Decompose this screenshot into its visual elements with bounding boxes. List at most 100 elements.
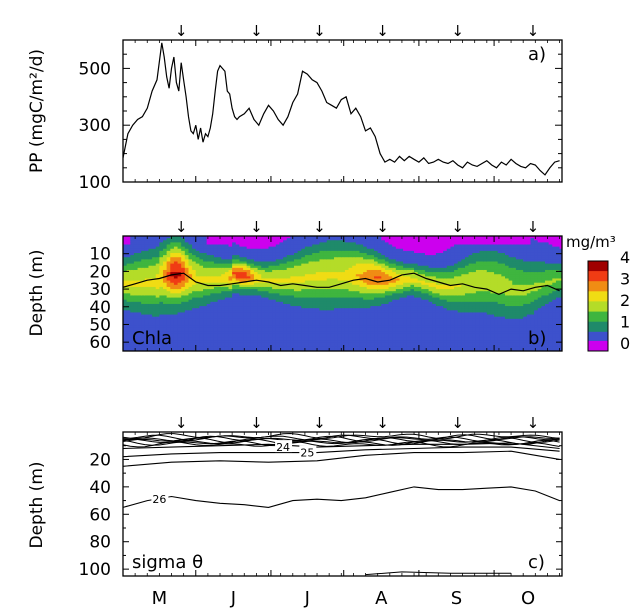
heatmap-cell [192,244,197,248]
heatmap-cell [192,306,197,309]
heatmap-cell [337,236,342,239]
heatmap-cell [388,267,393,271]
heatmap-cell [435,318,441,322]
heatmap-cell [232,236,237,239]
heatmap-cell [326,340,331,343]
heatmap-cell [166,248,171,252]
heatmap-cell [352,269,357,273]
heatmap-cell [235,310,241,314]
heatmap-cell [177,301,182,305]
heatmap-cell [184,250,190,254]
heatmap-cell [210,272,215,275]
heatmap-cell [374,278,379,282]
heatmap-cell [337,297,342,301]
heatmap-cell [283,308,288,311]
heatmap-cell [290,303,295,307]
heatmap-cell [188,278,193,282]
heatmap-cell [148,250,153,254]
heatmap-cell [421,250,426,254]
heatmap-cell [432,337,437,341]
heatmap-cell [417,325,422,328]
heatmap-cell [192,295,197,299]
heatmap-cell [239,263,244,267]
heatmap-cell [381,244,386,248]
heatmap-cell [432,259,437,263]
heatmap-cell [293,323,299,326]
heatmap-cell [359,278,364,282]
heatmap-cell [173,286,179,290]
heatmap-cell [206,286,211,290]
heatmap-cell [213,301,219,305]
heatmap-cell [348,325,353,328]
heatmap-cell [213,269,219,273]
heatmap-cell [286,308,291,311]
heatmap-cell [159,286,164,290]
heatmap-cell [432,314,437,318]
heatmap-cell [279,272,284,275]
heatmap-cell [192,299,197,303]
heatmap-cell [399,242,404,246]
heatmap-cell [221,306,226,309]
heatmap-cell [170,293,175,297]
heatmap-cell [232,310,237,314]
heatmap-cell [279,337,284,341]
heatmap-cell [374,250,379,254]
heatmap-cell [323,236,328,239]
heatmap-cell [359,289,364,292]
heatmap-cell [232,301,237,305]
heatmap-cell [199,310,204,314]
heatmap-cell [159,344,164,347]
heatmap-cell [414,297,419,301]
heatmap-cell [312,259,317,263]
heatmap-cell [421,310,426,314]
heatmap-cell [286,236,291,239]
heatmap-cell [355,318,361,322]
heatmap-cell [290,284,295,288]
heatmap-cell [152,248,157,252]
heatmap-cell [428,337,433,341]
heatmap-cell [181,291,186,294]
heatmap-cell [432,286,437,290]
heatmap-cell [130,236,135,239]
heatmap-cell [326,295,331,299]
heatmap-cell [399,269,404,273]
heatmap-cell [177,259,182,263]
heatmap-cell [246,310,251,314]
heatmap-cell [359,344,364,347]
heatmap-cell [279,250,284,254]
heatmap-cell [366,246,371,250]
heatmap-cell [166,323,171,326]
heatmap-cell [395,263,401,267]
heatmap-cell [417,303,422,307]
heatmap-cell [424,340,430,343]
heatmap-cell [275,310,281,314]
heatmap-cell [163,276,168,280]
heatmap-cell [414,344,419,347]
heatmap-cell [384,320,390,324]
heatmap-cell [232,263,237,267]
heatmap-cell [326,293,331,297]
heatmap-cell [141,320,146,324]
heatmap-cell [279,252,284,256]
heatmap-cell [155,310,160,314]
heatmap-cell [286,303,291,307]
heatmap-cell [279,246,284,250]
heatmap-cell [170,257,175,260]
heatmap-cell [377,312,382,316]
heatmap-cell [286,280,291,284]
heatmap-cell [232,265,237,269]
heatmap-cell [206,267,211,271]
heatmap-cell [123,291,128,294]
heatmap-cell [173,272,179,275]
heatmap-cell [352,346,357,350]
heatmap-cell [130,342,135,345]
heatmap-cell [381,348,386,351]
heatmap-cell [181,323,186,326]
heatmap-cell [439,291,444,294]
heatmap-cell [399,263,404,267]
heatmap-cell [406,320,412,324]
heatmap-cell [123,293,128,297]
heatmap-cell [224,250,230,254]
heatmap-cell [410,333,415,337]
heatmap-cell [217,278,222,282]
